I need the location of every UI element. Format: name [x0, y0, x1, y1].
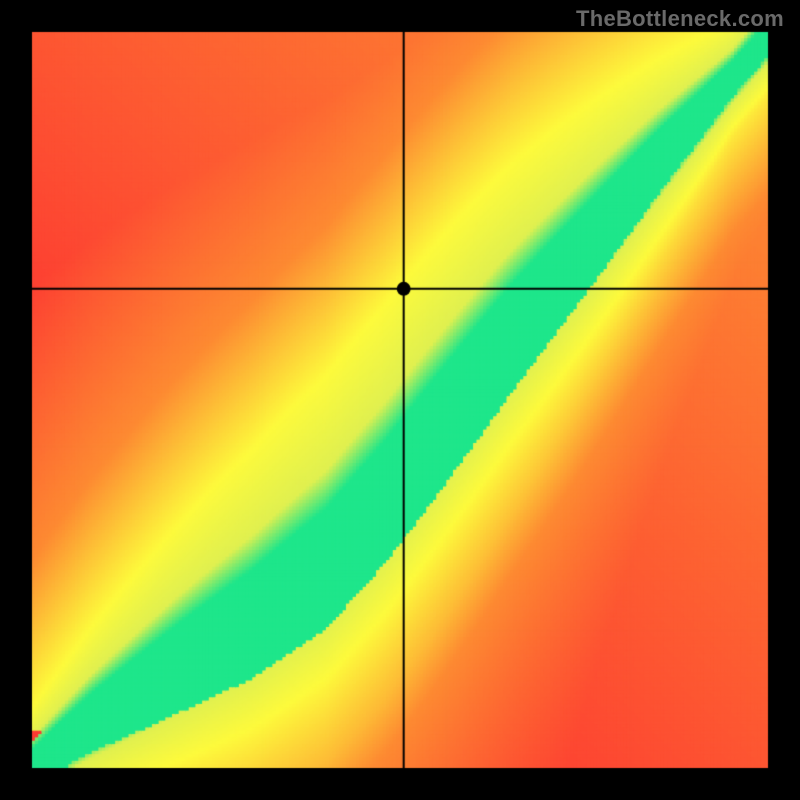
chart-container: TheBottleneck.com	[0, 0, 800, 800]
attribution-label: TheBottleneck.com	[576, 6, 784, 32]
bottleneck-heatmap	[0, 0, 800, 800]
